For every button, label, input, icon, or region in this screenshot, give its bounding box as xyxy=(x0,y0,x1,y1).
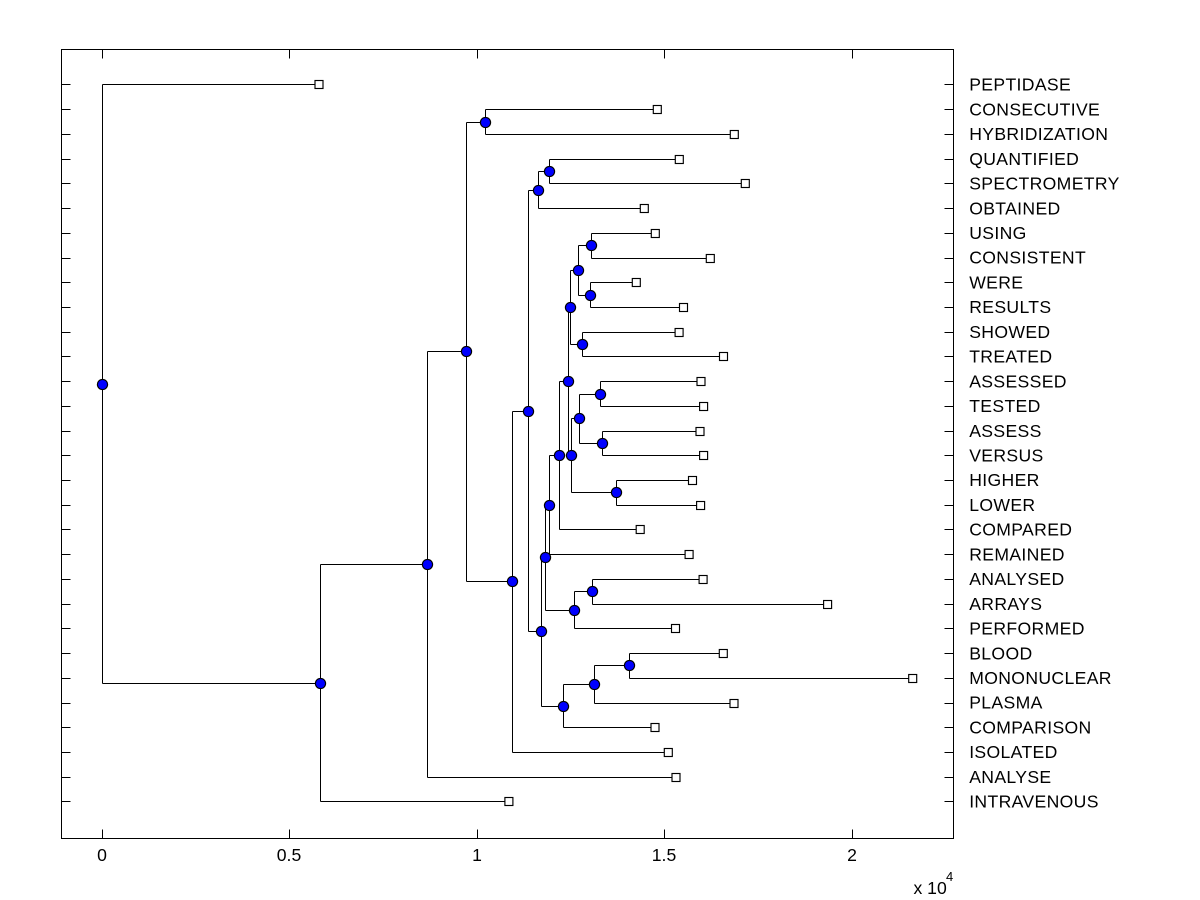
svg-text:INTRAVENOUS: INTRAVENOUS xyxy=(969,792,1099,812)
svg-text:TREATED: TREATED xyxy=(969,347,1052,367)
svg-text:LOWER: LOWER xyxy=(969,495,1035,515)
svg-text:ANALYSE: ANALYSE xyxy=(969,767,1051,787)
svg-text:PLASMA: PLASMA xyxy=(969,693,1042,713)
svg-text:CONSECUTIVE: CONSECUTIVE xyxy=(969,99,1100,119)
svg-text:BLOOD: BLOOD xyxy=(969,643,1032,663)
svg-text:USING: USING xyxy=(969,223,1026,243)
svg-text:TESTED: TESTED xyxy=(969,396,1041,416)
svg-text:RESULTS: RESULTS xyxy=(969,297,1051,317)
svg-text:HYBRIDIZATION: HYBRIDIZATION xyxy=(969,124,1108,144)
svg-text:ARRAYS: ARRAYS xyxy=(969,594,1042,614)
svg-text:VERSUS: VERSUS xyxy=(969,446,1043,466)
svg-text:ISOLATED: ISOLATED xyxy=(969,742,1058,762)
svg-text:ANALYSED: ANALYSED xyxy=(969,569,1064,589)
svg-text:ASSESSED: ASSESSED xyxy=(969,371,1067,391)
svg-text:CONSISTENT: CONSISTENT xyxy=(969,248,1086,268)
svg-text:MONONUCLEAR: MONONUCLEAR xyxy=(969,668,1112,688)
svg-text:COMPARED: COMPARED xyxy=(969,520,1072,540)
svg-text:QUANTIFIED: QUANTIFIED xyxy=(969,149,1079,169)
svg-text:1.5: 1.5 xyxy=(652,845,677,865)
svg-text:COMPARISON: COMPARISON xyxy=(969,717,1091,737)
svg-text:SPECTROMETRY: SPECTROMETRY xyxy=(969,174,1120,194)
svg-text:4: 4 xyxy=(946,869,953,884)
svg-text:SHOWED: SHOWED xyxy=(969,322,1050,342)
svg-text:0.5: 0.5 xyxy=(277,845,302,865)
svg-text:PERFORMED: PERFORMED xyxy=(969,619,1085,639)
svg-text:WERE: WERE xyxy=(969,273,1023,293)
svg-text:REMAINED: REMAINED xyxy=(969,544,1065,564)
svg-text:HIGHER: HIGHER xyxy=(969,470,1040,490)
svg-text:x 10: x 10 xyxy=(914,878,947,898)
svg-text:PEPTIDASE: PEPTIDASE xyxy=(969,75,1071,95)
svg-text:OBTAINED: OBTAINED xyxy=(969,198,1060,218)
svg-text:ASSESS: ASSESS xyxy=(969,421,1042,441)
svg-text:2: 2 xyxy=(847,845,857,865)
svg-text:0: 0 xyxy=(97,845,107,865)
svg-text:1: 1 xyxy=(472,845,482,865)
